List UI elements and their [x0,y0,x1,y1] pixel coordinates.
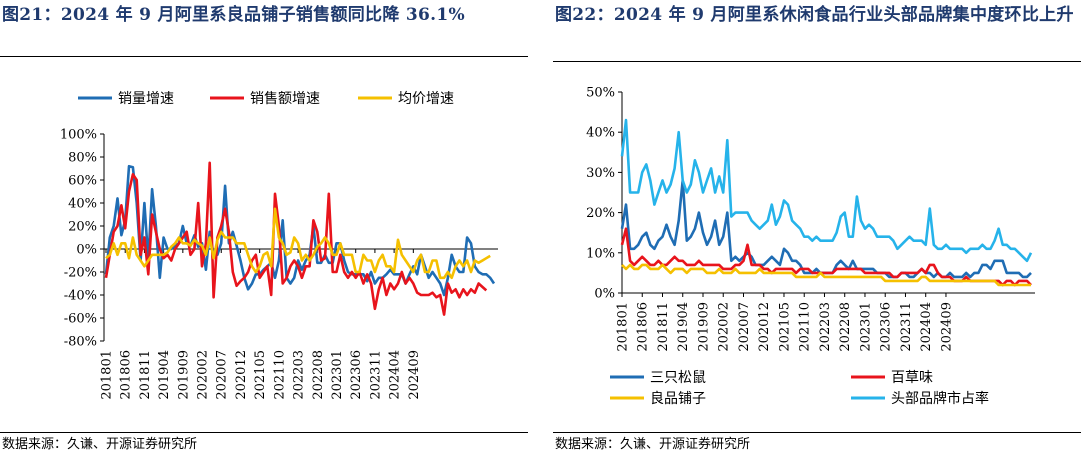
chart-21-legend: 销量增速 销售额增速 均价增速 [78,91,454,107]
chart-22-x-tick-labels: 201801 201806 201811 201904 201909 202002 2020… [616,293,954,352]
y-tick-label: 50% [586,86,615,101]
x-tick-label: 202105 [777,302,792,352]
panel-brand-concentration: 图22：2024 年 9 月阿里系休闲食品行业头部品牌集中度环比上升 50% 40… [553,0,1086,459]
x-tick-label: 202301 [858,302,873,352]
x-tick-label: 201806 [636,302,651,352]
x-tick-label: 202110 [798,302,813,352]
y-tick-label: 60% [68,174,97,189]
x-tick-label: 201801 [100,350,115,400]
x-tick-label: 202105 [253,350,268,400]
series-line-- [104,161,488,316]
x-tick-label: 201904 [676,302,691,352]
x-tick-label: 201806 [119,350,134,400]
x-tick-label: 201811 [138,350,153,400]
x-tick-label: 202203 [818,302,833,352]
x-tick-label: 202311 [899,302,914,352]
x-tick-label: 202203 [292,350,307,400]
x-tick-label: 202007 [737,302,752,352]
figure-21-title: 图21：2024 年 9 月阿里系良品铺子销售额同比降 36.1% [2,5,465,25]
figure-22-title: 图22：2024 年 9 月阿里系休闲食品行业头部品牌集中度环比上升 [555,5,1074,25]
legend-label: 百草味 [891,370,933,386]
y-tick-label: -60% [64,312,97,327]
y-tick-label: 100% [60,128,97,143]
x-tick-label: 202012 [757,302,772,352]
chart-21-y-tick-labels: 100% 80% 60% 40% 20% 0% -20% -40% -60% -80% [60,128,104,350]
y-tick-label: 0% [76,243,97,258]
x-tick-label: 201801 [616,302,631,352]
figure-22-source: 数据来源：久谦、开源证券研究所 [555,437,751,452]
x-tick-label: 202208 [311,350,326,400]
legend-label: 头部品牌市占率 [891,390,989,407]
chart-22-brand-concentration: 50% 40% 30% 20% 10% 0% 201801 201806 201811 2019… [586,86,1035,407]
x-tick-label: 202404 [388,350,403,400]
x-tick-label: 202409 [407,350,422,400]
legend-label: 销量增速 [118,91,174,107]
series-line-- [620,118,1033,263]
chart-21-series [104,161,496,316]
y-tick-label: 40% [586,126,615,141]
y-tick-label: 10% [586,246,615,261]
chart-22-series [620,118,1033,287]
x-tick-label: 202306 [879,302,894,352]
x-tick-label: 202007 [215,350,230,400]
y-tick-label: 40% [68,197,97,212]
x-tick-label: 202409 [939,302,954,352]
x-tick-label: 202301 [330,350,345,400]
x-tick-label: 202306 [349,350,364,400]
title-divider [0,56,528,57]
title-divider [553,61,1081,62]
x-tick-label: 202404 [919,302,934,352]
series-line-- [105,207,491,280]
legend-label: 良品铺子 [650,391,706,407]
panel-sales-growth: 图21：2024 年 9 月阿里系良品铺子销售额同比降 36.1% 销量增速 销售… [0,0,535,459]
x-tick-label: 202012 [234,350,249,400]
x-tick-label: 202002 [717,302,732,352]
x-tick-label: 201909 [696,302,711,352]
x-tick-label: 201904 [157,350,172,400]
y-tick-label: 30% [586,166,615,181]
y-tick-label: 20% [586,206,615,221]
x-tick-label: 201811 [656,302,671,352]
figure-21-source: 数据来源：久谦、开源证券研究所 [2,437,198,452]
y-tick-label: -20% [64,266,97,281]
x-tick-label: 202208 [838,302,853,352]
series-line-- [621,263,1031,287]
y-tick-label: -80% [64,335,97,350]
x-tick-label: 201909 [176,350,191,400]
source-divider [553,432,1081,433]
legend-label: 三只松鼠 [650,370,706,386]
x-tick-label: 202002 [196,350,211,400]
y-tick-label: -40% [64,289,97,304]
legend-label: 均价增速 [398,91,454,107]
chart-22-y-tick-labels: 50% 40% 30% 20% 10% 0% [586,86,622,302]
chart-21-x-tick-labels: 201801 201806 201811 201904 201909 202002 2020… [100,249,422,400]
source-divider [0,432,528,433]
x-tick-label: 202311 [368,350,383,400]
legend-label: 销售额增速 [250,91,320,107]
y-tick-label: 80% [68,151,97,166]
y-tick-label: 20% [68,220,97,235]
x-tick-label: 202110 [272,350,287,400]
y-tick-label: 0% [594,287,615,302]
chart-22-axes [621,92,1035,294]
chart-21-sales-growth: 销量增速 销售额增速 均价增速 100% 80% 60% 40% 20% 0% -20% -40%… [60,91,498,400]
